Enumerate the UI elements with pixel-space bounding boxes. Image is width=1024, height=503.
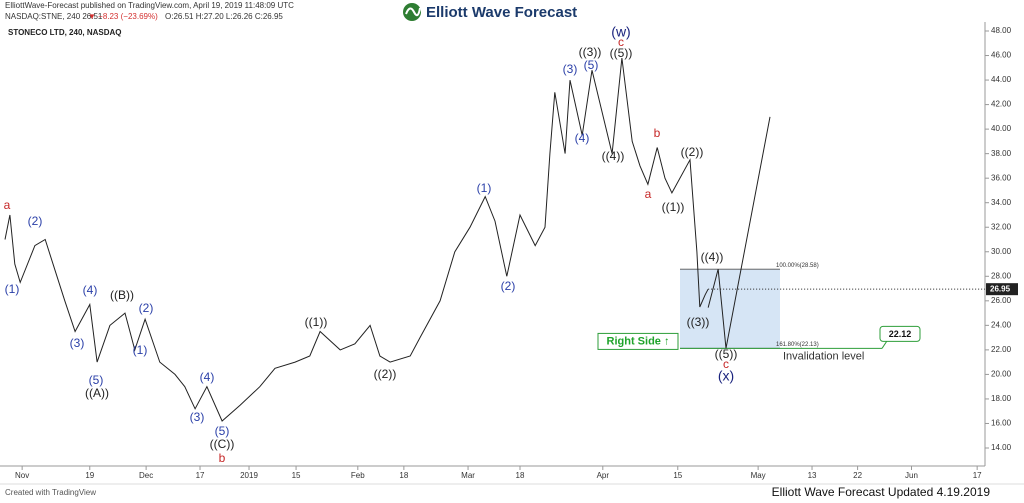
y-tick-label: 18.00 (991, 394, 1012, 403)
x-tick-label: 13 (808, 471, 817, 480)
wave-label: b (654, 126, 661, 140)
invalidation-text: Invalidation level (783, 350, 864, 362)
wave-label: ((1)) (662, 200, 685, 214)
invalidation-tag (879, 325, 921, 342)
wave-label: (5) (584, 58, 599, 72)
wave-label: (2) (501, 279, 516, 293)
logo-wave (405, 7, 421, 17)
wave-label: (3) (70, 336, 85, 350)
wave-label: ((4)) (602, 149, 625, 163)
fib-label: 100.00%(28.58) (776, 263, 819, 269)
wave-label: (2) (139, 301, 154, 315)
y-tick-label: 34.00 (991, 198, 1012, 207)
wave-label: (1) (133, 343, 148, 357)
wave-label: ((C)) (210, 437, 235, 451)
wave-label: ((4)) (701, 250, 724, 264)
publisher: ElliottWave-Forecast published on Tradin… (5, 1, 294, 10)
logo (403, 3, 421, 21)
x-tick-label: Feb (351, 471, 365, 480)
x-tick-label: 15 (673, 471, 682, 480)
wave-label: ((3)) (687, 315, 710, 329)
fib-label: 161.80%(22.13) (776, 342, 819, 348)
invalidation-value: 22.12 (889, 329, 912, 339)
wave-label: (w) (611, 24, 630, 40)
y-tick-label: 42.00 (991, 100, 1012, 109)
price-line (4, 57, 709, 422)
x-tick-label: 17 (196, 471, 205, 480)
wave-label: (4) (575, 131, 590, 145)
quote-change: ▼ −8.23 (−23.69%) (88, 12, 158, 21)
right-side-label: Right Side ↑ (607, 335, 670, 347)
chart-title: STONECO LTD, 240, NASDAQ (8, 28, 122, 37)
wave-label: c (723, 357, 729, 371)
y-tick-label: 44.00 (991, 75, 1012, 84)
wave-label: (5) (215, 424, 230, 438)
y-tick-label: 36.00 (991, 173, 1012, 182)
wave-label: ((1)) (305, 315, 328, 329)
last-price-label: 26.95 (990, 284, 1011, 293)
y-tick-label: 40.00 (991, 124, 1012, 133)
y-tick-label: 38.00 (991, 149, 1012, 158)
target-box (680, 269, 780, 349)
y-tick-label: 22.00 (991, 345, 1012, 354)
y-tick-label: 24.00 (991, 320, 1012, 329)
wave-label: ((5)) (715, 347, 738, 361)
x-tick-label: 17 (973, 471, 982, 480)
quote-ohlc: O:26.51 H:27.20 L:26.26 C:26.95 (165, 12, 283, 21)
x-tick-label: Jun (905, 471, 918, 480)
x-tick-label: 15 (292, 471, 301, 480)
right-side-box (597, 332, 679, 350)
brand: Elliott Wave Forecast (426, 4, 577, 21)
wave-label: a (4, 198, 11, 212)
y-tick-label: 32.00 (991, 222, 1012, 231)
wave-label: (1) (477, 181, 492, 195)
x-tick-label: 19 (85, 471, 94, 480)
x-tick-label: 18 (516, 471, 525, 480)
wave-label: (3) (190, 410, 205, 424)
wave-label: (5) (89, 373, 104, 387)
footer: Elliott Wave Forecast Updated 4.19.2019 (772, 485, 991, 499)
wave-label: (x) (718, 368, 734, 384)
wave-label: c (618, 35, 624, 49)
x-tick-label: May (751, 471, 766, 480)
wave-label: (4) (200, 370, 215, 384)
credit: Created with TradingView (5, 488, 96, 497)
wave-label: b (219, 451, 226, 465)
y-tick-label: 20.00 (991, 370, 1012, 379)
projection (707, 116, 771, 349)
x-tick-label: 22 (853, 471, 862, 480)
wave-label: ((3)) (579, 45, 602, 59)
wave-label: (2) (28, 214, 43, 228)
wave-label: a (645, 187, 652, 201)
x-tick-label: Dec (139, 471, 153, 480)
wave-label: (3) (563, 62, 578, 76)
quote-symbol: NASDAQ:STNE, 240 26.51 (5, 12, 103, 21)
x-tick-label: Mar (461, 471, 475, 480)
x-tick-label: Apr (597, 471, 610, 480)
last-price-tag (986, 283, 1018, 296)
wave-label: ((B)) (110, 288, 134, 302)
x-tick-label: 2019 (240, 471, 258, 480)
y-tick-label: 16.00 (991, 419, 1012, 428)
wave-label: ((2)) (374, 367, 397, 381)
wave-label: (1) (5, 282, 20, 296)
y-tick-label: 48.00 (991, 26, 1012, 35)
wave-label: ((2)) (681, 145, 704, 159)
wave-label: ((A)) (85, 386, 109, 400)
wave-label: ((5)) (610, 46, 633, 60)
x-tick-label: Nov (15, 471, 29, 480)
y-tick-label: 30.00 (991, 247, 1012, 256)
y-tick-label: 28.00 (991, 271, 1012, 280)
y-tick-label: 14.00 (991, 443, 1012, 452)
y-tick-label: 46.00 (991, 51, 1012, 60)
wave-label: (4) (83, 283, 98, 297)
x-tick-label: 18 (399, 471, 408, 480)
y-tick-label: 26.00 (991, 296, 1012, 305)
